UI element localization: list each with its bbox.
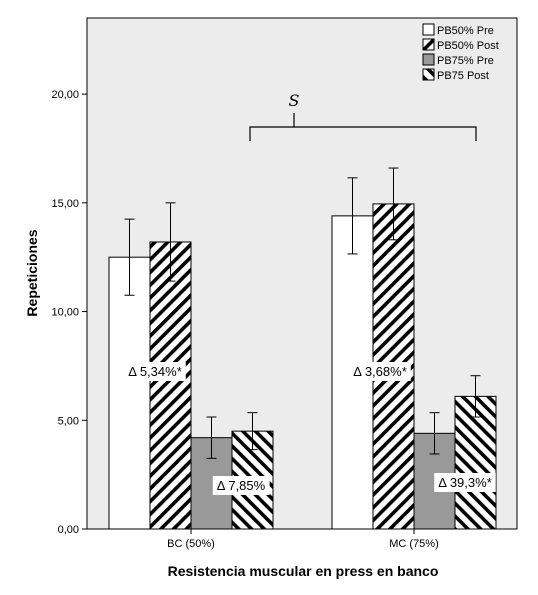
x-axis-ticks: BC (50%) MC (75%) xyxy=(167,529,439,550)
error-bars-layer xyxy=(124,167,481,459)
annotations: Δ 5,34%* Δ 7,85% Δ 3,68%* Δ 39,3%* xyxy=(124,362,496,495)
y-tick-label: 5,00 xyxy=(58,415,79,427)
y-tick-label: 0,00 xyxy=(58,524,79,536)
annotation-box xyxy=(124,362,186,381)
bracket-line xyxy=(249,113,477,141)
bar xyxy=(454,395,497,530)
y-axis-ticks: 0,00 5,00 10,00 15,00 20,00 xyxy=(51,89,87,536)
y-tick-label: 15,00 xyxy=(51,198,79,210)
annotation-label: Δ 3,68%* xyxy=(353,364,407,379)
legend-label: PB50% Pre xyxy=(437,25,494,37)
y-tick-label: 20,00 xyxy=(51,89,79,101)
x-tick-label: BC (50%) xyxy=(167,538,215,550)
bar xyxy=(149,241,192,530)
annotation-label: Δ 5,34%* xyxy=(128,364,182,379)
y-tick-label: 10,00 xyxy=(51,307,79,319)
annotation-box xyxy=(212,476,270,495)
legend-swatch xyxy=(422,68,435,81)
significance-label: S xyxy=(289,91,300,110)
legend-label: PB50% Post xyxy=(437,40,499,52)
bar xyxy=(108,256,151,530)
annotation-label: Δ 39,3%* xyxy=(438,475,492,490)
legend-swatch xyxy=(422,23,435,36)
annotation-box xyxy=(349,362,411,381)
significance-bracket: S xyxy=(249,91,477,141)
y-axis-title: Repeticiones xyxy=(24,229,40,316)
legend-label: PB75 Post xyxy=(437,70,489,82)
x-tick-label: MC (75%) xyxy=(389,538,439,550)
legend: PB50% Pre PB50% Post PB75% Pre PB75 Post xyxy=(422,23,499,82)
annotation-label: Δ 7,85% xyxy=(217,478,266,493)
legend-swatch xyxy=(422,53,435,66)
legend-swatch xyxy=(422,38,435,51)
annotation-box xyxy=(434,473,496,492)
x-axis-title: Resistencia muscular en press en banco xyxy=(168,563,439,579)
legend-label: PB75% Pre xyxy=(437,55,494,67)
